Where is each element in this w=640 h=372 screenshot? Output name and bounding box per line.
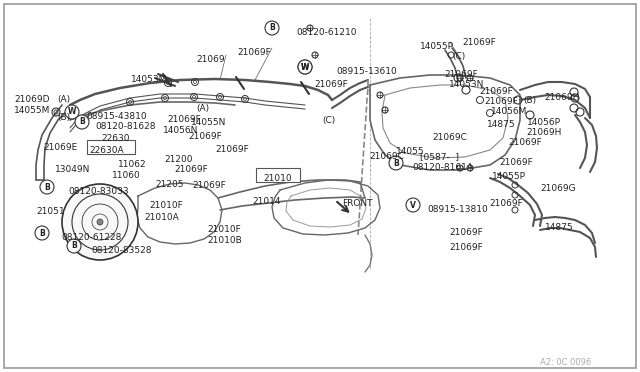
Text: W: W bbox=[301, 62, 309, 71]
Text: 14053N: 14053N bbox=[449, 80, 484, 89]
Text: W: W bbox=[68, 108, 76, 116]
Text: 21069F: 21069F bbox=[508, 138, 541, 147]
Text: 08120-61210: 08120-61210 bbox=[296, 28, 356, 37]
Text: 14056P: 14056P bbox=[527, 118, 561, 127]
Text: 21010: 21010 bbox=[263, 174, 292, 183]
Text: 14056N: 14056N bbox=[163, 126, 198, 135]
Text: 14055P: 14055P bbox=[492, 172, 526, 181]
Text: 08120-81628: 08120-81628 bbox=[95, 122, 156, 131]
Text: 08120-83528: 08120-83528 bbox=[91, 246, 152, 255]
Text: 21010B: 21010B bbox=[207, 236, 242, 245]
Text: 21069F: 21069F bbox=[192, 181, 226, 190]
Text: 14055M: 14055M bbox=[14, 106, 51, 115]
Text: 21069F: 21069F bbox=[449, 243, 483, 252]
Text: B: B bbox=[269, 23, 275, 32]
Text: B: B bbox=[71, 241, 77, 250]
Text: 08120-61228: 08120-61228 bbox=[61, 233, 122, 242]
Text: 21014: 21014 bbox=[252, 197, 280, 206]
Text: V: V bbox=[410, 201, 416, 209]
Text: [0587-  ]: [0587- ] bbox=[420, 152, 459, 161]
Circle shape bbox=[298, 60, 312, 74]
Text: FRONT: FRONT bbox=[342, 199, 372, 208]
Text: W: W bbox=[301, 62, 309, 71]
Text: 21010F: 21010F bbox=[207, 225, 241, 234]
Text: 21069F: 21069F bbox=[449, 228, 483, 237]
Circle shape bbox=[35, 226, 49, 240]
Text: 21069E: 21069E bbox=[43, 143, 77, 152]
Circle shape bbox=[265, 21, 279, 35]
Text: 21069F: 21069F bbox=[188, 132, 221, 141]
Circle shape bbox=[298, 60, 312, 74]
Text: 21010F: 21010F bbox=[149, 201, 183, 210]
Text: 21069F: 21069F bbox=[484, 97, 518, 106]
Text: 22630: 22630 bbox=[101, 134, 129, 143]
Text: 21051: 21051 bbox=[36, 207, 65, 216]
Circle shape bbox=[389, 156, 403, 170]
Text: 21069F: 21069F bbox=[499, 158, 532, 167]
Text: 08120-8161A: 08120-8161A bbox=[412, 163, 473, 172]
Text: (B): (B) bbox=[57, 113, 70, 122]
Text: 13049N: 13049N bbox=[55, 165, 90, 174]
Text: 21069F: 21069F bbox=[174, 165, 208, 174]
Text: B: B bbox=[44, 183, 50, 192]
Text: 21069: 21069 bbox=[196, 55, 225, 64]
Text: 21205: 21205 bbox=[155, 180, 184, 189]
Text: (C): (C) bbox=[452, 52, 465, 61]
Text: 21069F: 21069F bbox=[479, 87, 513, 96]
Text: 14875: 14875 bbox=[545, 223, 573, 232]
Text: 21069C: 21069C bbox=[432, 133, 467, 142]
Circle shape bbox=[67, 239, 81, 253]
Text: 14055: 14055 bbox=[396, 147, 424, 156]
Text: B: B bbox=[39, 228, 45, 237]
Text: 08915-13610: 08915-13610 bbox=[336, 67, 397, 76]
Circle shape bbox=[75, 115, 89, 129]
Bar bbox=[87, 140, 135, 154]
Text: 21069F: 21069F bbox=[314, 80, 348, 89]
Text: A2: 0C 0096: A2: 0C 0096 bbox=[540, 358, 591, 367]
Text: 21069F: 21069F bbox=[167, 115, 201, 124]
Text: 21069C: 21069C bbox=[369, 152, 404, 161]
Circle shape bbox=[62, 184, 138, 260]
Text: (A): (A) bbox=[57, 95, 70, 104]
Text: 08120-83033: 08120-83033 bbox=[68, 187, 129, 196]
Text: 08915-43810: 08915-43810 bbox=[86, 112, 147, 121]
Text: 21069F: 21069F bbox=[489, 199, 523, 208]
Text: B: B bbox=[79, 118, 85, 126]
Text: (A): (A) bbox=[196, 104, 209, 113]
Text: 21069F: 21069F bbox=[215, 145, 249, 154]
Text: 21069D: 21069D bbox=[14, 95, 49, 104]
Text: 11062: 11062 bbox=[118, 160, 147, 169]
Text: B: B bbox=[393, 158, 399, 167]
Text: 14055N: 14055N bbox=[191, 118, 227, 127]
Circle shape bbox=[406, 198, 420, 212]
Text: 21069F: 21069F bbox=[444, 70, 477, 79]
Text: 14053M: 14053M bbox=[131, 75, 168, 84]
Text: 21200: 21200 bbox=[164, 155, 193, 164]
Text: 14875: 14875 bbox=[487, 120, 516, 129]
Text: 21069F: 21069F bbox=[462, 38, 496, 47]
Text: 22630A: 22630A bbox=[89, 146, 124, 155]
Text: 21069F: 21069F bbox=[237, 48, 271, 57]
Text: 14055P: 14055P bbox=[420, 42, 454, 51]
Text: 11060: 11060 bbox=[112, 171, 141, 180]
Circle shape bbox=[40, 180, 54, 194]
Text: 21069G: 21069G bbox=[540, 184, 575, 193]
Text: 08915-13810: 08915-13810 bbox=[427, 205, 488, 214]
Circle shape bbox=[97, 219, 103, 225]
Text: 21069H: 21069H bbox=[526, 128, 561, 137]
Text: 21010A: 21010A bbox=[144, 213, 179, 222]
Bar bbox=[256, 168, 300, 182]
Text: (B): (B) bbox=[523, 96, 536, 105]
Text: (C): (C) bbox=[322, 116, 335, 125]
Text: 14056M: 14056M bbox=[491, 107, 527, 116]
Circle shape bbox=[65, 105, 79, 119]
Text: 21069H: 21069H bbox=[544, 93, 579, 102]
